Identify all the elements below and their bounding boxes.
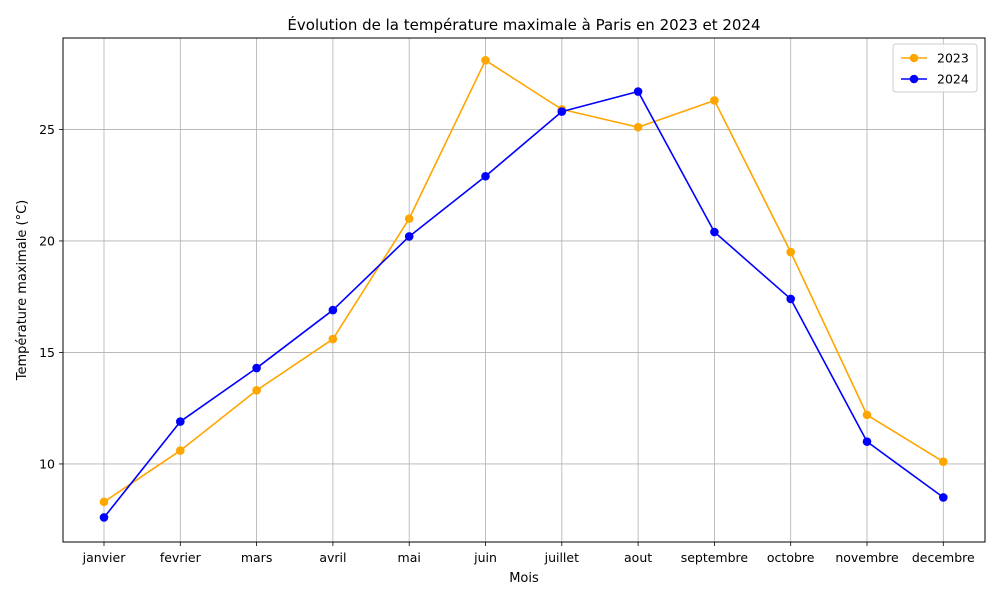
data-point [481, 56, 490, 65]
data-point [939, 457, 948, 467]
data-point [404, 232, 414, 241]
grid-lines [63, 38, 985, 542]
chart-title: Évolution de la température maximale à P… [287, 15, 760, 34]
data-point [633, 87, 643, 96]
data-point [176, 446, 185, 455]
legend-item: 2024 [901, 72, 969, 87]
y-tick-label: 15 [39, 345, 55, 360]
data-point [99, 513, 109, 522]
data-point [786, 247, 795, 257]
data-point [252, 363, 261, 373]
data-point [99, 497, 109, 507]
data-point [862, 410, 872, 420]
data-point [710, 96, 719, 105]
x-tick-label: mai [398, 550, 421, 565]
y-axis-label: Température maximale (°C) [15, 200, 30, 382]
x-tick-label: fevrier [160, 550, 202, 565]
x-tick-label: avril [319, 550, 346, 565]
x-tick-label: juin [473, 550, 497, 565]
x-tick-label: septembre [681, 550, 749, 565]
data-point [557, 107, 567, 116]
series-layer [99, 56, 948, 522]
series-2024 [99, 87, 948, 522]
data-point [328, 334, 338, 344]
data-point [481, 171, 490, 181]
series-line [103, 59, 944, 503]
legend-label: 2024 [937, 72, 969, 87]
data-point [176, 417, 185, 426]
legend-label: 2023 [937, 51, 969, 66]
legend-item: 2023 [901, 51, 969, 66]
x-axis-label: Mois [509, 571, 539, 586]
y-tick-label: 20 [39, 233, 55, 248]
x-axis: janvier fevrier mars avril mai juin juillet aou… [82, 542, 975, 565]
data-point [328, 305, 338, 315]
y-tick-label: 10 [39, 456, 55, 471]
data-point [710, 227, 719, 237]
data-point [786, 294, 795, 304]
data-point [252, 386, 261, 395]
x-tick-label: octobre [767, 550, 815, 565]
x-tick-label: mars [241, 550, 273, 565]
series-2023 [99, 56, 948, 507]
y-axis: 10 15 20 25 [39, 122, 63, 471]
data-point [939, 493, 948, 502]
y-tick-label: 25 [39, 122, 55, 137]
legend-marker [909, 53, 919, 63]
x-tick-label: juillet [544, 550, 580, 565]
x-tick-label: aout [624, 550, 652, 565]
x-tick-label: novembre [835, 550, 899, 565]
series-line [103, 90, 944, 518]
data-point [633, 122, 643, 132]
data-point [862, 437, 872, 446]
legend-marker [909, 74, 919, 84]
x-tick-label: decembre [912, 550, 975, 565]
legend: 2023 2024 [892, 43, 978, 93]
data-point [404, 214, 414, 223]
plot-frame [62, 37, 986, 543]
x-tick-label: janvier [82, 550, 127, 565]
